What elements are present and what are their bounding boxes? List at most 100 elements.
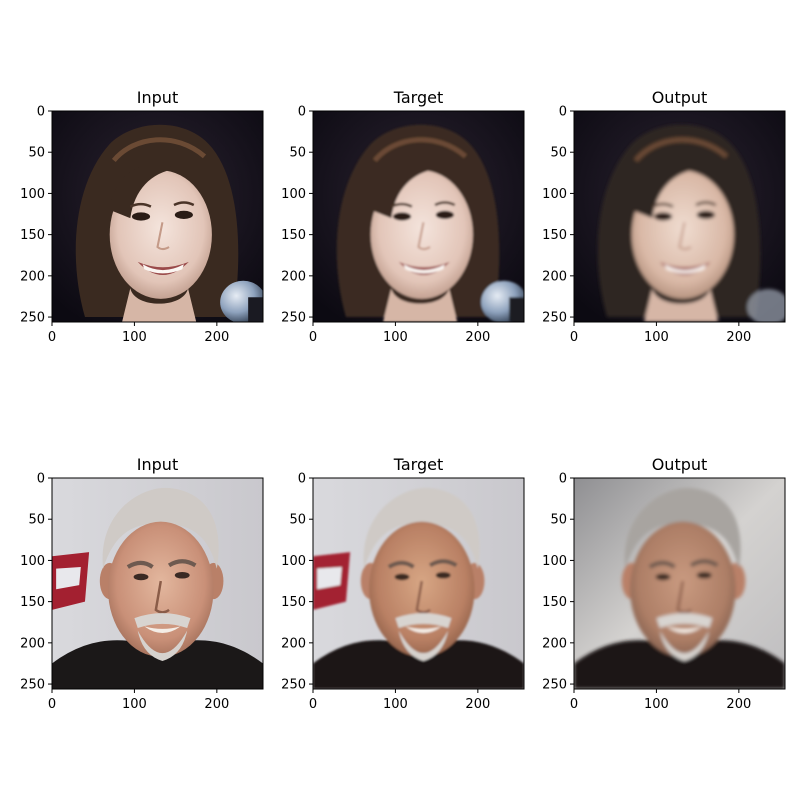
y-tick-label: 0 (559, 105, 567, 120)
x-tick-label: 100 (644, 330, 669, 345)
y-tick-label: 200 (281, 636, 306, 651)
y-tick-label: 150 (20, 595, 45, 610)
moustache (656, 613, 713, 629)
x-tick-label: 100 (383, 330, 408, 345)
x-tick-label: 0 (48, 697, 56, 712)
shirt (574, 640, 785, 689)
shirt (313, 640, 524, 689)
right-eye (696, 210, 715, 219)
y-tick-label: 50 (28, 146, 45, 161)
x-tick-label: 100 (122, 697, 147, 712)
smile (144, 626, 181, 633)
y-tick-label: 150 (20, 228, 45, 243)
face (630, 521, 736, 657)
smile (405, 626, 442, 633)
y-tick-label: 200 (542, 269, 567, 284)
x-tick-label: 0 (48, 330, 56, 345)
panel-title: Target (393, 455, 444, 474)
x-tick-label: 200 (726, 330, 751, 345)
y-tick-label: 100 (542, 554, 567, 569)
y-tick-label: 100 (281, 554, 306, 569)
left-eye (131, 212, 151, 221)
shirt (52, 640, 263, 689)
y-tick-label: 100 (542, 187, 567, 202)
photo (52, 478, 263, 689)
photo (313, 111, 524, 322)
left-eye (394, 573, 410, 581)
y-tick-label: 50 (289, 513, 306, 528)
goatee (659, 630, 710, 661)
left-eye (392, 212, 412, 221)
smile (137, 261, 189, 276)
x-tick-label: 200 (204, 330, 229, 345)
y-tick-label: 0 (37, 105, 45, 120)
x-tick-label: 0 (570, 697, 578, 712)
axes-frame (51, 110, 264, 323)
panel-title: Output (652, 88, 708, 107)
photo (574, 478, 785, 689)
face (369, 521, 475, 657)
y-tick-label: 200 (20, 636, 45, 651)
y-tick-label: 250 (542, 311, 567, 326)
y-tick-label: 250 (20, 678, 45, 693)
smile (659, 261, 711, 276)
x-tick-label: 0 (570, 330, 578, 345)
x-tick-label: 200 (465, 330, 490, 345)
axes-frame (312, 477, 525, 690)
y-tick-label: 50 (289, 146, 306, 161)
y-tick-label: 150 (542, 228, 567, 243)
goatee (137, 630, 188, 661)
y-tick-label: 150 (281, 595, 306, 610)
y-tick-label: 100 (20, 187, 45, 202)
photo (313, 478, 524, 689)
panel-title: Target (393, 88, 444, 107)
moustache (134, 613, 191, 629)
left-eye (655, 573, 671, 581)
y-tick-label: 150 (281, 228, 306, 243)
right-eye (435, 571, 451, 579)
hair (363, 487, 480, 569)
x-tick-label: 200 (726, 697, 751, 712)
x-tick-label: 100 (644, 697, 669, 712)
y-tick-label: 250 (542, 678, 567, 693)
left-eye (133, 573, 149, 581)
y-tick-label: 150 (542, 595, 567, 610)
y-tick-label: 250 (281, 311, 306, 326)
panel-title: Output (652, 455, 708, 474)
right-eye (696, 571, 712, 579)
face (108, 521, 214, 657)
y-tick-label: 250 (20, 311, 45, 326)
axes-frame (573, 110, 786, 323)
x-tick-label: 200 (465, 697, 490, 712)
neck (644, 288, 719, 322)
panel-title: Input (137, 88, 178, 107)
x-tick-label: 200 (204, 697, 229, 712)
x-tick-label: 100 (122, 330, 147, 345)
moustache (395, 613, 452, 629)
axes-frame (51, 477, 264, 690)
axes-frame (312, 110, 525, 323)
y-tick-label: 100 (20, 554, 45, 569)
y-tick-label: 0 (37, 472, 45, 487)
axes-frame (573, 477, 786, 690)
y-tick-label: 200 (20, 269, 45, 284)
right-eye (435, 210, 454, 219)
hair (102, 487, 219, 569)
y-tick-label: 100 (281, 187, 306, 202)
left-eye (653, 212, 673, 221)
neck (383, 288, 458, 322)
panel-title: Input (137, 455, 178, 474)
goatee (398, 630, 449, 661)
y-tick-label: 200 (281, 269, 306, 284)
right-eye (174, 210, 193, 219)
neck (122, 288, 197, 322)
y-tick-label: 50 (550, 146, 567, 161)
y-tick-label: 0 (298, 472, 306, 487)
right-eye (174, 571, 190, 579)
